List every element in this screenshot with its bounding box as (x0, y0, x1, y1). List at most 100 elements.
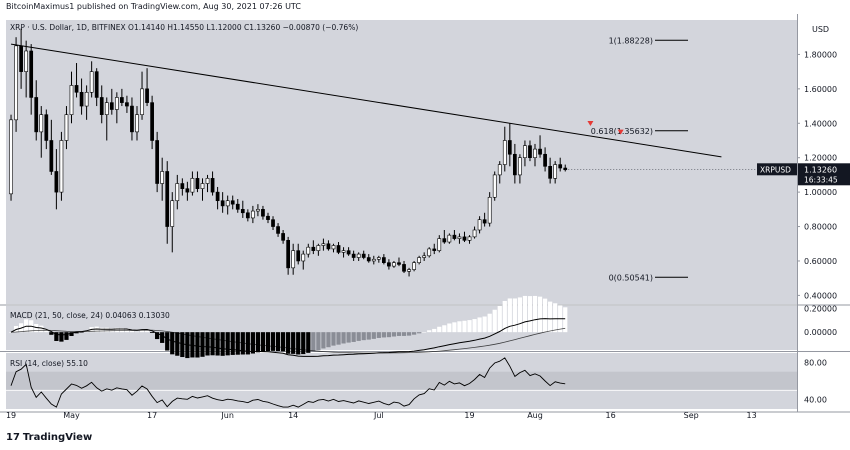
candle-body (538, 148, 542, 155)
macd-histogram-bar (200, 332, 205, 357)
candle-body (452, 234, 457, 239)
candle-body (256, 209, 260, 212)
time-tick-label: 19 (464, 411, 474, 420)
macd-histogram-bar (522, 295, 528, 333)
candle-body (170, 200, 175, 227)
candle-body (125, 102, 129, 107)
candle-body (160, 171, 165, 184)
macd-histogram-bar (64, 332, 69, 340)
symbol-badge-label: XRPUSD (760, 165, 791, 174)
candle-body (79, 91, 84, 107)
price-tick-label: 0.80000 (804, 223, 837, 232)
candle-body (472, 229, 477, 238)
macd-histogram-bar (170, 332, 175, 355)
price-tick-label: 1.80000 (804, 50, 837, 59)
macd-histogram-bar (280, 332, 286, 352)
candle-body (487, 196, 492, 224)
candle-body (230, 200, 235, 205)
macd-histogram-bar (548, 301, 553, 333)
macd-histogram-bar (336, 332, 341, 345)
candle-body (180, 183, 185, 189)
macd-histogram-bar (160, 332, 165, 343)
macd-histogram-bar (422, 332, 427, 333)
macd-histogram-bar (527, 296, 533, 333)
descending-trendline (10, 43, 722, 158)
tradingview-logo-icon: 17 (6, 432, 20, 443)
macd-histogram-bar (270, 332, 276, 351)
macd-histogram-bar (341, 332, 346, 344)
candle-body (427, 248, 432, 257)
macd-tick-label: 0.00000 (804, 328, 837, 337)
candle-body (54, 171, 59, 193)
macd-histogram-bar (129, 330, 135, 333)
macd-histogram-bar (109, 328, 114, 333)
macd-line (10, 318, 566, 357)
macd-histogram-bar (235, 332, 240, 355)
fib-level-label: 1(1.88228) (609, 36, 653, 45)
macd-histogram-bar (291, 332, 296, 354)
candle-body (261, 209, 265, 217)
candle-body (366, 257, 371, 262)
candle-body (301, 253, 306, 262)
macd-histogram-bar (331, 332, 336, 346)
macd-histogram-bar (149, 332, 155, 333)
macd-histogram-bar (482, 316, 487, 333)
candle-body (376, 257, 381, 260)
candle-body (356, 253, 361, 258)
macd-histogram-bar (427, 330, 432, 333)
macd-histogram-bar (346, 332, 351, 343)
candle-body (548, 166, 552, 179)
candle-body (422, 255, 427, 258)
macd-histogram-bar (457, 321, 462, 333)
macd-histogram-bar (79, 332, 84, 333)
candle-body (210, 178, 215, 193)
candle-body (492, 174, 497, 198)
candle-body (74, 85, 79, 93)
candle-body (19, 45, 23, 72)
candle-body (558, 164, 563, 169)
macd-histogram-bar (553, 303, 558, 333)
candle-body (407, 269, 411, 272)
candle-body (507, 140, 512, 155)
macd-histogram-bar (190, 332, 195, 358)
macd-histogram-bar (44, 329, 49, 333)
candle-body (245, 212, 250, 219)
publisher-header: BitcoinMaximus1 published on TradingView… (6, 2, 301, 11)
candle-body (69, 85, 74, 115)
macd-histogram-bar (462, 320, 467, 333)
candle-body (361, 253, 366, 258)
candle-body (225, 200, 230, 207)
macd-histogram-bar (417, 332, 422, 334)
candle-body (215, 191, 220, 202)
candle-body (316, 245, 321, 251)
macd-histogram-bar (492, 309, 497, 333)
candle-body (266, 215, 270, 220)
macd-histogram-bar (225, 332, 230, 356)
candle-body (24, 50, 29, 72)
candle-body (497, 164, 502, 176)
candle-body (477, 219, 482, 231)
candle-body (512, 153, 517, 176)
candle-body (14, 45, 18, 121)
macd-histogram-bar (386, 332, 392, 338)
rsi-line (10, 357, 566, 408)
candle-body (437, 238, 442, 251)
candle-body (482, 219, 487, 224)
candle-body (240, 209, 245, 214)
candle-body (200, 183, 205, 189)
macd-histogram-bar (316, 332, 321, 351)
candle-body (281, 233, 285, 241)
tradingview-brand: TradingView (22, 432, 93, 443)
candle-body (251, 210, 255, 219)
macd-histogram-bar (134, 331, 140, 333)
macd-histogram-bar (230, 332, 235, 355)
candle-body (336, 245, 341, 253)
candle-body (165, 171, 170, 227)
macd-histogram-bar (563, 307, 568, 333)
macd-histogram-bar (59, 332, 64, 342)
macd-histogram-bar (411, 332, 417, 335)
macd-histogram-bar (104, 327, 109, 333)
candle-body (462, 236, 467, 241)
macd-histogram-bar (69, 332, 74, 336)
